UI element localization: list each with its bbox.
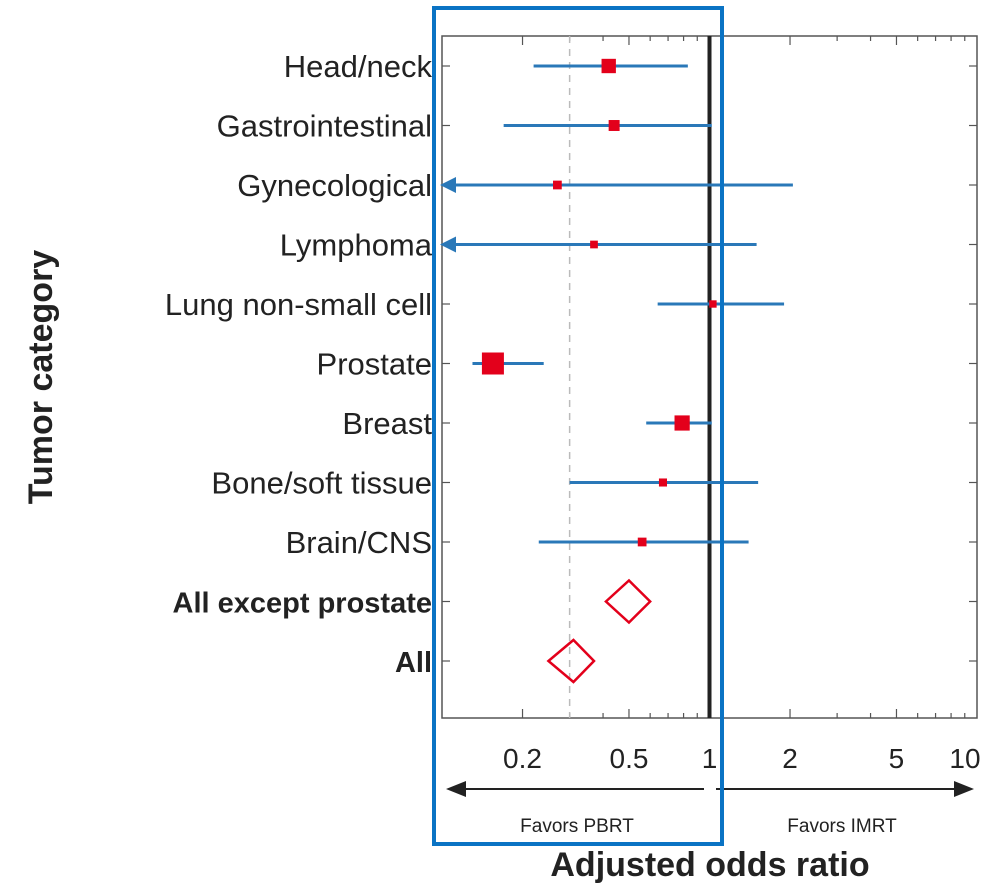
x-tick-label: 10 xyxy=(949,743,980,774)
forest-rows: Head/neck Gastrointestinal Gynecological Ly… xyxy=(165,49,793,684)
category-label: Breast xyxy=(342,406,432,441)
x-axis-label: Adjusted odds ratio xyxy=(550,846,869,884)
favors-right-arrowhead xyxy=(954,781,974,797)
x-tick-label: 0.2 xyxy=(503,743,542,774)
point-estimate xyxy=(481,352,504,375)
category-label: Head/neck xyxy=(284,49,433,84)
category-label: Gynecological xyxy=(237,168,432,203)
category-label: Lymphoma xyxy=(280,228,433,263)
x-tick-labels: 0.2 0.5 1 2 5 10 xyxy=(503,743,981,774)
highlight-box xyxy=(432,6,724,846)
x-tick-label: 5 xyxy=(889,743,905,774)
category-label: Brain/CNS xyxy=(286,525,432,560)
point-estimate xyxy=(608,120,620,131)
x-tick-label: 1 xyxy=(702,743,718,774)
x-tick-label: 2 xyxy=(782,743,798,774)
category-label: Lung non-small cell xyxy=(165,287,432,322)
category-label: Bone/soft tissue xyxy=(211,466,432,501)
category-label: Prostate xyxy=(317,347,432,382)
point-estimate xyxy=(553,180,562,190)
direction-arrows: Favors PBRT Favors IMRT xyxy=(446,781,974,837)
point-estimate xyxy=(658,478,668,487)
favors-pbrt-label: Favors PBRT xyxy=(520,816,634,837)
point-estimate xyxy=(601,58,616,74)
pooled-estimate-diamond xyxy=(546,638,596,684)
category-label: All except prostate xyxy=(173,588,432,620)
point-estimate xyxy=(637,537,647,547)
y-axis-label: Tumor category xyxy=(22,250,60,505)
favors-imrt-label: Favors IMRT xyxy=(787,816,897,837)
ci-arrowhead xyxy=(440,177,456,193)
point-estimate xyxy=(590,240,598,249)
point-estimate xyxy=(709,300,717,308)
pooled-estimate-diamond xyxy=(604,578,652,625)
ci-arrowhead xyxy=(440,236,456,253)
favors-left-arrowhead xyxy=(446,781,466,797)
point-estimate xyxy=(674,415,690,431)
x-tick-label: 0.5 xyxy=(610,743,649,774)
category-label: All xyxy=(395,647,432,679)
category-label: Gastrointestinal xyxy=(217,109,432,144)
